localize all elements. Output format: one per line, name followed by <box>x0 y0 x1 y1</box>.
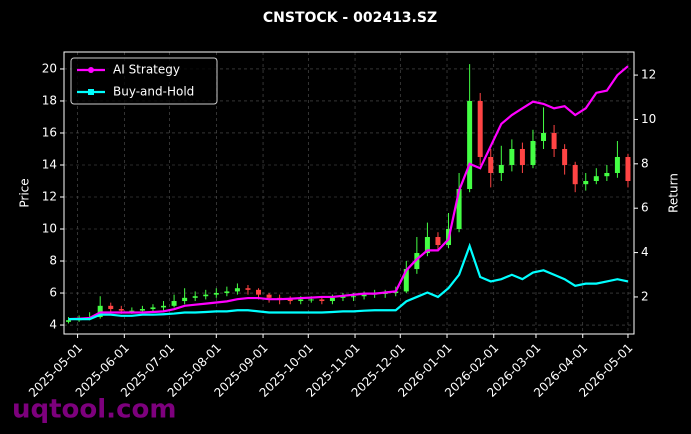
candle-body <box>256 289 262 295</box>
y2-axis-label: Return <box>667 173 681 213</box>
y-tick-label: 10 <box>42 222 57 236</box>
candle-body <box>361 294 367 297</box>
candle-body <box>224 291 230 294</box>
y-tick-label: 8 <box>49 254 57 268</box>
candle-body <box>467 100 473 189</box>
candle-body <box>593 176 599 181</box>
candle-body <box>182 297 188 302</box>
candle-body <box>139 309 145 311</box>
candle-body <box>403 269 409 292</box>
candle-body <box>509 148 515 165</box>
watermark: uqtool.com <box>12 395 176 425</box>
legend-label: AI Strategy <box>113 63 180 77</box>
y2-tick-label: 2 <box>641 289 649 303</box>
candle-body <box>161 305 167 308</box>
candle-body <box>329 297 335 302</box>
plot-frame <box>63 51 635 335</box>
candle-body <box>171 301 177 306</box>
candle-body <box>351 296 357 298</box>
candle-body <box>66 320 72 322</box>
candle-body <box>456 188 462 230</box>
candle-body <box>150 307 156 310</box>
y2-tick-label: 6 <box>641 201 649 215</box>
y-tick-label: 4 <box>49 318 57 332</box>
y-axis-label: Price <box>18 178 32 207</box>
y-tick-label: 18 <box>42 93 57 107</box>
candle-body <box>435 237 441 246</box>
y2-tick-label: 8 <box>641 156 649 170</box>
y-tick-label: 6 <box>49 286 57 300</box>
candle-body <box>266 294 272 298</box>
candle-body <box>234 288 240 292</box>
legend-marker <box>88 89 94 95</box>
candle-body <box>488 156 494 173</box>
candle-body <box>414 253 420 270</box>
candle-body <box>118 309 124 311</box>
y-tick-label: 20 <box>42 61 57 75</box>
y2-tick-label: 4 <box>641 245 649 259</box>
candle-body <box>541 132 547 141</box>
candle-body <box>530 140 536 165</box>
y-tick-label: 16 <box>42 125 57 139</box>
y2-tick-label: 12 <box>641 68 656 82</box>
candle-body <box>340 296 346 298</box>
candle-body <box>614 156 620 173</box>
candle-body <box>319 299 325 302</box>
candle-body <box>562 148 568 165</box>
y-tick-label: 12 <box>42 190 57 204</box>
candle-body <box>192 296 198 298</box>
candle-body <box>498 164 504 173</box>
candle-body <box>308 299 314 301</box>
candle-body <box>108 305 114 310</box>
candle-body <box>551 132 557 149</box>
legend-box <box>70 57 218 105</box>
candle-body <box>129 310 135 312</box>
candle-body <box>213 293 219 295</box>
candle-body <box>583 180 589 185</box>
y-tick-label: 14 <box>42 157 57 171</box>
legend-marker <box>88 67 94 73</box>
candle-body <box>424 237 430 254</box>
return-line <box>68 242 629 321</box>
candle-body <box>287 299 293 302</box>
candle-body <box>298 299 304 302</box>
candle-body <box>572 164 578 185</box>
return-line <box>68 65 629 321</box>
candle-body <box>519 148 525 165</box>
candle-body <box>477 100 483 157</box>
candle-body <box>604 172 610 177</box>
candle-body <box>245 288 251 290</box>
candle-body <box>203 294 209 297</box>
candle-body <box>625 156 631 181</box>
chart-title: CNSTOCK - 002413.SZ <box>263 10 437 26</box>
y2-tick-label: 10 <box>641 112 656 126</box>
legend-label: Buy-and-Hold <box>113 85 194 99</box>
